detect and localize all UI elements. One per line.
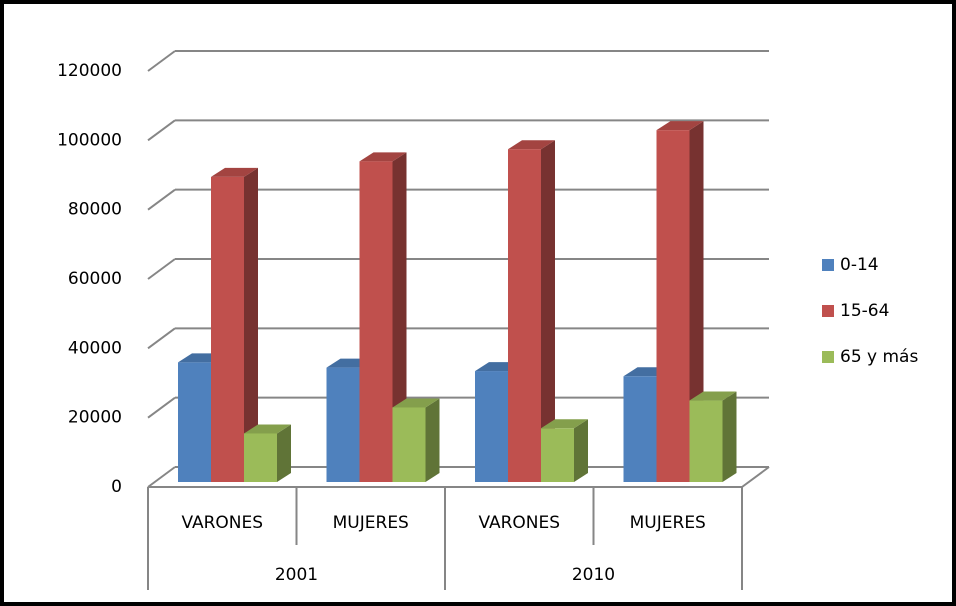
legend-swatch [822, 259, 834, 271]
grid-line-side [147, 50, 176, 72]
y-tick-label: 20000 [68, 408, 122, 428]
y-tick-label: 80000 [68, 200, 122, 220]
bar-side [277, 424, 291, 482]
grid-line-side [147, 258, 176, 280]
bar-side [541, 140, 555, 482]
bar-side [689, 121, 704, 482]
bar-top [541, 419, 588, 429]
grid-line-side [147, 188, 176, 211]
legend-swatch [822, 305, 834, 317]
bar-top [244, 424, 291, 434]
grid-line-side [147, 327, 176, 350]
legend-label: 65 y más [840, 347, 918, 367]
bar [359, 161, 393, 483]
x-tick-label: VARONES [478, 513, 560, 533]
x-group-label: 2010 [572, 565, 615, 585]
bar-top [508, 140, 555, 150]
bar-side [244, 167, 258, 482]
bar [623, 376, 657, 482]
bar-top [359, 152, 407, 162]
legend-label: 15-64 [840, 301, 889, 321]
bar-top [689, 391, 737, 401]
x-tick-label: VARONES [181, 513, 263, 533]
x-tick-label: MUJERES [630, 513, 706, 533]
bar [211, 176, 244, 482]
bar [392, 407, 426, 482]
bar-side [722, 391, 737, 482]
bar [475, 371, 508, 482]
x-group-label: 2001 [275, 565, 318, 585]
bar [178, 362, 211, 482]
floor-right-edge [741, 466, 770, 488]
bar [689, 400, 723, 482]
bar-side [392, 152, 407, 483]
bar [326, 367, 360, 482]
y-tick-label: 60000 [68, 269, 122, 289]
y-tick-label: 0 [111, 477, 122, 497]
bar-top [392, 398, 440, 408]
bar-top [656, 121, 704, 131]
y-tick-label: 120000 [57, 61, 122, 81]
y-tick-label: 40000 [68, 338, 122, 358]
legend-swatch [822, 351, 834, 363]
bar [508, 149, 541, 482]
bar [244, 433, 277, 482]
bar [656, 130, 690, 482]
grid-line-side [147, 396, 176, 419]
y-tick-label: 100000 [57, 130, 122, 150]
x-tick-label: MUJERES [333, 513, 409, 533]
bar-top [211, 167, 258, 177]
bar-side [574, 419, 588, 482]
bar [541, 428, 574, 482]
bar-side [425, 398, 440, 482]
grid-line-side [147, 119, 176, 142]
grid-line-side [147, 466, 176, 488]
legend-label: 0-14 [840, 255, 879, 275]
